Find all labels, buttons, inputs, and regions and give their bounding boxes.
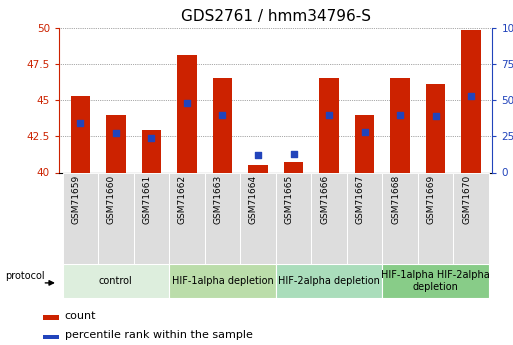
Text: GSM71670: GSM71670 <box>462 175 471 225</box>
Bar <box>347 172 382 264</box>
Point <box>467 93 475 98</box>
Point <box>325 112 333 117</box>
Point <box>254 152 262 158</box>
Bar <box>71 96 90 172</box>
Bar <box>98 172 133 264</box>
Text: GSM71667: GSM71667 <box>356 175 365 225</box>
Bar <box>276 264 382 298</box>
Bar <box>276 172 311 264</box>
Text: GSM71661: GSM71661 <box>143 175 151 225</box>
Text: GSM71668: GSM71668 <box>391 175 400 225</box>
Point <box>289 151 298 156</box>
Bar <box>240 172 276 264</box>
Bar <box>63 264 169 298</box>
Bar <box>205 172 240 264</box>
Text: GSM71669: GSM71669 <box>427 175 436 225</box>
Point <box>431 113 440 119</box>
Bar <box>142 130 161 172</box>
Point <box>147 135 155 140</box>
Bar <box>43 315 58 320</box>
Text: GSM71662: GSM71662 <box>178 175 187 224</box>
Point <box>183 100 191 106</box>
Bar <box>133 172 169 264</box>
Bar <box>418 172 453 264</box>
Bar <box>461 30 481 172</box>
Bar <box>382 264 489 298</box>
Bar <box>213 78 232 172</box>
Bar <box>106 115 126 172</box>
Text: GSM71666: GSM71666 <box>320 175 329 225</box>
Text: HIF-2alpha depletion: HIF-2alpha depletion <box>278 276 380 286</box>
Bar <box>284 162 303 172</box>
Bar <box>169 264 276 298</box>
Point <box>396 112 404 117</box>
Text: GSM71663: GSM71663 <box>213 175 223 225</box>
Point <box>219 112 227 117</box>
Bar <box>453 172 489 264</box>
Text: control: control <box>99 276 133 286</box>
Point <box>76 120 85 126</box>
Text: HIF-1alpha HIF-2alpha
depletion: HIF-1alpha HIF-2alpha depletion <box>381 270 490 292</box>
Bar <box>382 172 418 264</box>
Bar <box>43 335 58 339</box>
Bar <box>248 165 268 172</box>
Bar <box>63 172 98 264</box>
Bar <box>311 172 347 264</box>
Bar <box>426 84 445 172</box>
Text: GSM71665: GSM71665 <box>285 175 293 225</box>
Point <box>361 129 369 135</box>
Text: GSM71664: GSM71664 <box>249 175 258 224</box>
Text: HIF-1alpha depletion: HIF-1alpha depletion <box>171 276 273 286</box>
Title: GDS2761 / hmm34796-S: GDS2761 / hmm34796-S <box>181 9 371 24</box>
Bar <box>319 78 339 172</box>
Bar <box>177 55 196 172</box>
Text: count: count <box>65 311 96 321</box>
Text: GSM71660: GSM71660 <box>107 175 116 225</box>
Text: percentile rank within the sample: percentile rank within the sample <box>65 330 252 340</box>
Text: GSM71659: GSM71659 <box>71 175 81 225</box>
Bar <box>169 172 205 264</box>
Bar <box>390 78 410 172</box>
Point <box>112 131 120 136</box>
Text: protocol: protocol <box>5 271 44 281</box>
Bar <box>355 115 374 172</box>
